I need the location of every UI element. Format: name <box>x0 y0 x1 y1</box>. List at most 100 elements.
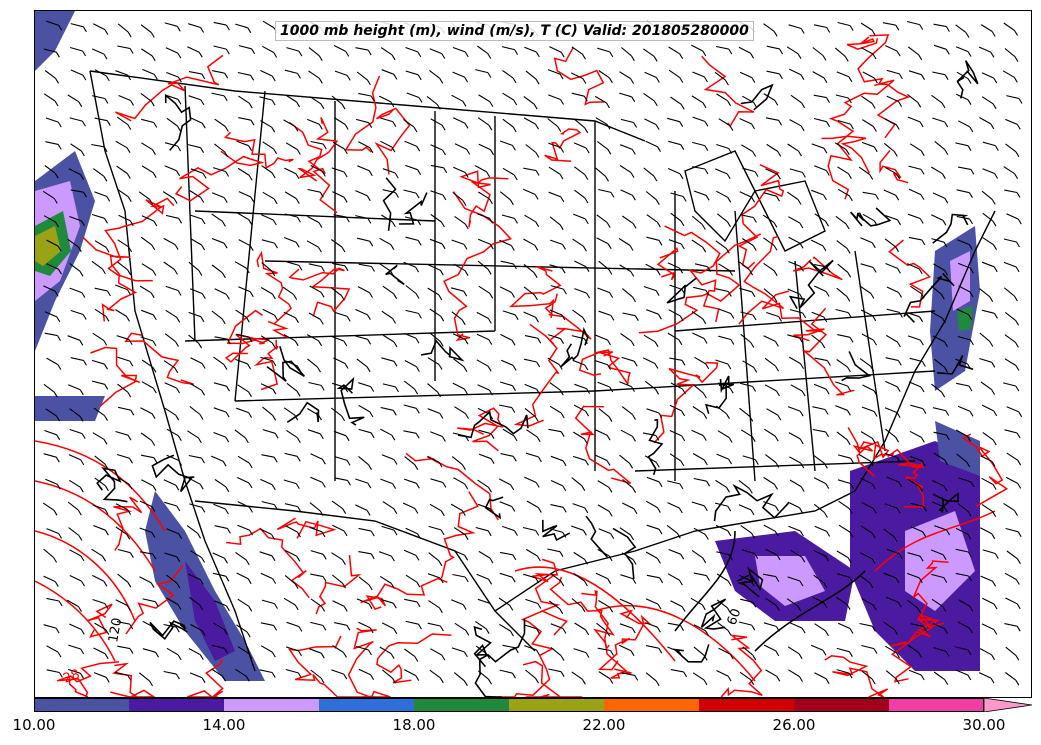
temperature-contour <box>344 75 381 153</box>
wind-barb-flag <box>609 678 614 684</box>
wind-barb <box>140 432 153 442</box>
wind-barb-flag <box>82 314 87 320</box>
wind-barb <box>910 502 924 507</box>
wind-barb-flag <box>823 582 828 589</box>
wind-barb-flag <box>873 220 878 226</box>
wind-barb-flag <box>104 363 108 370</box>
wind-barb-flag <box>391 146 396 153</box>
height-contour <box>473 625 492 668</box>
wind-barb <box>477 213 490 219</box>
map-panel: 120 60 28 1000 mb height (m), wind (m/s)… <box>34 10 1032 698</box>
wind-barb-flag <box>584 460 589 466</box>
wind-barb-flag <box>221 318 226 325</box>
wind-barb <box>381 310 393 319</box>
wind-barb-flag <box>846 410 851 416</box>
temperature-contour <box>574 405 632 485</box>
wind-barb-flag <box>464 223 469 230</box>
wind-barb-flag <box>800 125 805 132</box>
wind-barb <box>356 598 370 605</box>
wind-barb-flag <box>274 242 278 249</box>
wind-barb <box>597 381 610 388</box>
wind-barb <box>380 598 394 604</box>
wind-barb-flag <box>486 653 491 660</box>
wind-barb-flag <box>464 483 469 490</box>
wind-barb-flag <box>369 411 374 418</box>
wind-barb-flag <box>1016 432 1021 439</box>
wind-barb <box>812 406 826 411</box>
wind-barb-flag <box>200 99 205 106</box>
wind-barb-flag <box>464 338 469 345</box>
wind-barb-flag <box>439 78 444 84</box>
wind-barb-flag <box>154 601 159 607</box>
wind-barb <box>595 167 606 177</box>
wind-barb-flag <box>272 360 277 367</box>
wind-barb <box>355 645 369 651</box>
wind-barb <box>69 408 81 417</box>
height-contour <box>560 327 589 368</box>
wind-barb <box>141 381 154 389</box>
wind-barb <box>763 288 775 298</box>
wind-barb <box>476 45 489 55</box>
wind-barb <box>765 597 777 606</box>
wind-barb-flag <box>370 386 375 392</box>
wind-barb-flag <box>54 100 59 107</box>
wind-barb <box>427 383 438 393</box>
wind-barb-flag <box>920 674 925 681</box>
wind-barb <box>883 189 896 196</box>
wind-barb-flag <box>201 218 206 225</box>
wind-barb-flag <box>849 628 854 634</box>
shade-baja-inner <box>185 561 235 661</box>
temperature-contour <box>874 510 996 572</box>
wind-barb <box>981 477 994 485</box>
wind-barb-flag <box>657 603 662 610</box>
wind-barb <box>502 167 515 176</box>
wind-barb-flag <box>319 319 324 325</box>
wind-barb-flag <box>464 172 469 178</box>
wind-barb-flag <box>272 415 277 421</box>
wind-barb <box>450 503 463 512</box>
wind-barb-flag <box>439 677 444 684</box>
wind-barb <box>1005 672 1017 681</box>
wind-barb-flag <box>223 242 228 249</box>
wind-barb <box>403 189 417 194</box>
wind-barb-flag <box>464 270 469 276</box>
wind-barb <box>668 46 680 55</box>
wind-barb-flag <box>129 48 134 54</box>
wind-barb <box>524 46 537 53</box>
wind-barb <box>310 669 322 679</box>
wind-barb-flag <box>656 221 661 228</box>
wind-barb <box>836 596 848 606</box>
wind-barb-flag <box>776 554 781 561</box>
wind-barb-flag <box>705 363 710 370</box>
wind-barb-flag <box>440 315 445 322</box>
wind-barb <box>523 573 536 579</box>
wind-barb-flag <box>994 145 999 151</box>
wind-barb-flag <box>535 649 540 656</box>
wind-barb-flag <box>177 435 182 441</box>
wind-barb-flag <box>151 55 156 62</box>
wind-barb-flag <box>921 361 926 367</box>
wind-barb <box>334 477 348 481</box>
wind-barb <box>163 261 175 270</box>
wind-barb-flag <box>199 654 204 660</box>
wind-barb <box>930 214 944 221</box>
wind-barb-flag <box>922 531 927 538</box>
wind-barb-flag <box>221 221 226 227</box>
wind-barb <box>477 260 489 270</box>
wind-barb-flag <box>942 606 947 612</box>
wind-barb-flag <box>941 391 946 398</box>
wind-barb-flag <box>271 293 276 300</box>
wind-barb-flag <box>198 51 203 58</box>
wind-barb-flag <box>510 630 514 637</box>
wind-barb-flag <box>847 97 852 104</box>
wind-barb-flag <box>414 508 419 514</box>
wind-barb-flag <box>153 122 158 128</box>
wind-barb-flag <box>582 53 586 60</box>
wind-barb-flag <box>631 149 636 155</box>
wind-barb <box>933 431 947 436</box>
wind-barb <box>691 501 705 507</box>
wind-barb-flag <box>630 172 635 178</box>
wind-barb <box>621 406 633 416</box>
height-contour <box>666 277 697 304</box>
wind-barb-flag <box>438 364 443 370</box>
